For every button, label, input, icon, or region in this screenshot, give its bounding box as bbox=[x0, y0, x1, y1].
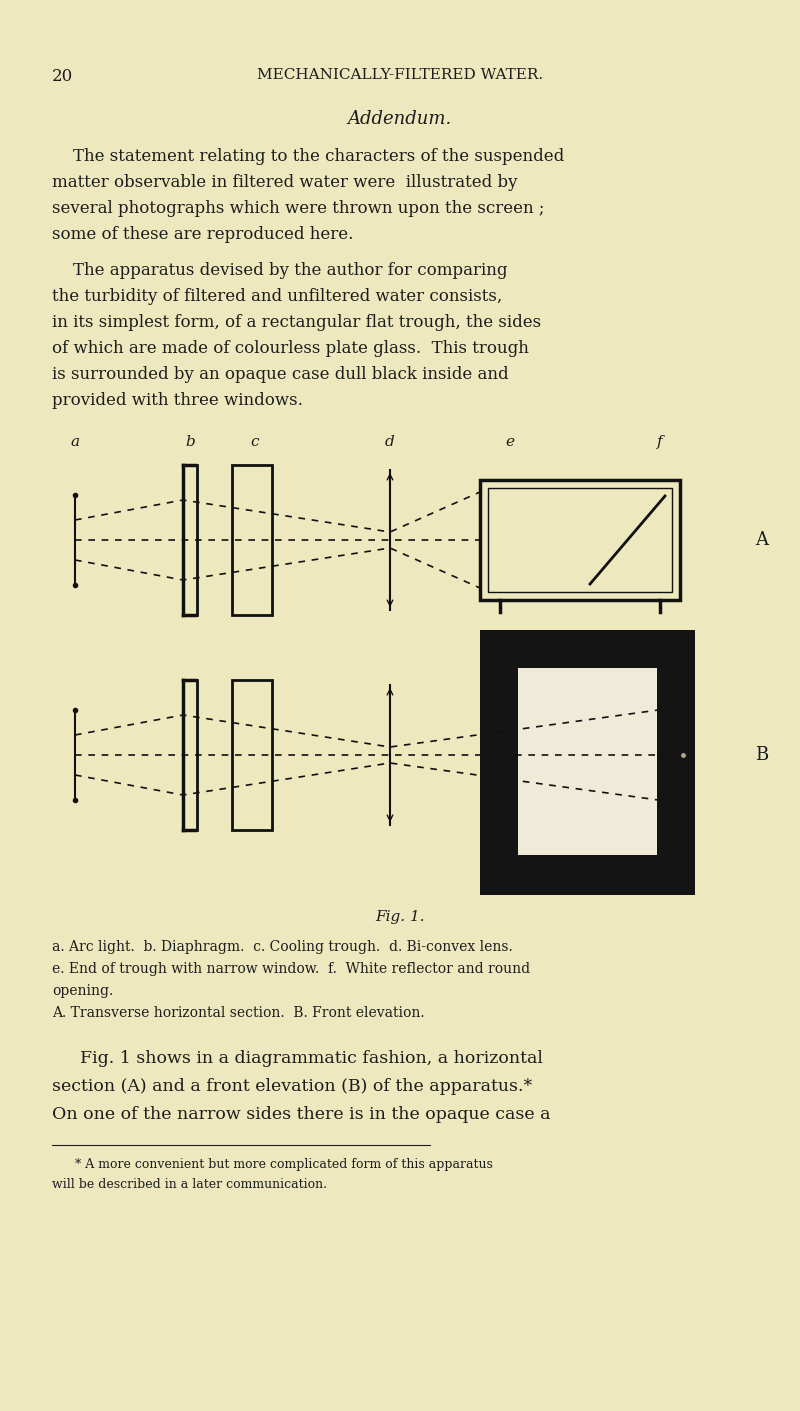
Text: A: A bbox=[755, 531, 768, 549]
Text: of which are made of colourless plate glass.  This trough: of which are made of colourless plate gl… bbox=[52, 340, 529, 357]
Bar bbox=[232, 466, 272, 615]
Text: * A more convenient but more complicated form of this apparatus: * A more convenient but more complicated… bbox=[75, 1158, 493, 1171]
Text: a: a bbox=[70, 435, 79, 449]
Text: B: B bbox=[755, 746, 768, 763]
Text: section (A) and a front elevation (B) of the apparatus.*: section (A) and a front elevation (B) of… bbox=[52, 1078, 532, 1095]
Text: The apparatus devised by the author for comparing: The apparatus devised by the author for … bbox=[52, 262, 507, 279]
Text: On one of the narrow sides there is in the opaque case a: On one of the narrow sides there is in t… bbox=[52, 1106, 550, 1123]
Text: will be described in a later communication.: will be described in a later communicati… bbox=[52, 1178, 327, 1191]
Bar bbox=[488, 488, 672, 593]
Bar bbox=[480, 480, 680, 600]
Text: Addendum.: Addendum. bbox=[348, 110, 452, 128]
Text: Fig. 1 shows in a diagrammatic fashion, a horizontal: Fig. 1 shows in a diagrammatic fashion, … bbox=[80, 1050, 543, 1067]
Text: the turbidity of filtered and unfiltered water consists,: the turbidity of filtered and unfiltered… bbox=[52, 288, 502, 305]
Text: c: c bbox=[250, 435, 259, 449]
Text: several photographs which were thrown upon the screen ;: several photographs which were thrown up… bbox=[52, 200, 544, 217]
Text: opening.: opening. bbox=[52, 983, 114, 998]
Bar bbox=[518, 667, 657, 855]
Text: d: d bbox=[385, 435, 395, 449]
Text: The statement relating to the characters of the suspended: The statement relating to the characters… bbox=[52, 148, 564, 165]
Text: a. Arc light.  b. Diaphragm.  c. Cooling trough.  d. Bi-convex lens.: a. Arc light. b. Diaphragm. c. Cooling t… bbox=[52, 940, 513, 954]
Text: f: f bbox=[657, 435, 663, 449]
Text: e. End of trough with narrow window.  f.  White reflector and round: e. End of trough with narrow window. f. … bbox=[52, 962, 530, 976]
Text: e: e bbox=[506, 435, 514, 449]
Text: A. Transverse horizontal section.  B. Front elevation.: A. Transverse horizontal section. B. Fro… bbox=[52, 1006, 425, 1020]
Text: b: b bbox=[185, 435, 195, 449]
Text: MECHANICALLY-FILTERED WATER.: MECHANICALLY-FILTERED WATER. bbox=[257, 68, 543, 82]
Bar bbox=[232, 680, 272, 830]
Text: provided with three windows.: provided with three windows. bbox=[52, 392, 303, 409]
Bar bbox=[480, 629, 695, 895]
Text: is surrounded by an opaque case dull black inside and: is surrounded by an opaque case dull bla… bbox=[52, 365, 509, 382]
Text: some of these are reproduced here.: some of these are reproduced here. bbox=[52, 226, 354, 243]
Text: 20: 20 bbox=[52, 68, 74, 85]
Text: in its simplest form, of a rectangular flat trough, the sides: in its simplest form, of a rectangular f… bbox=[52, 315, 541, 332]
Text: Fig. 1.: Fig. 1. bbox=[375, 910, 425, 924]
Text: matter observable in filtered water were  illustrated by: matter observable in filtered water were… bbox=[52, 174, 518, 190]
